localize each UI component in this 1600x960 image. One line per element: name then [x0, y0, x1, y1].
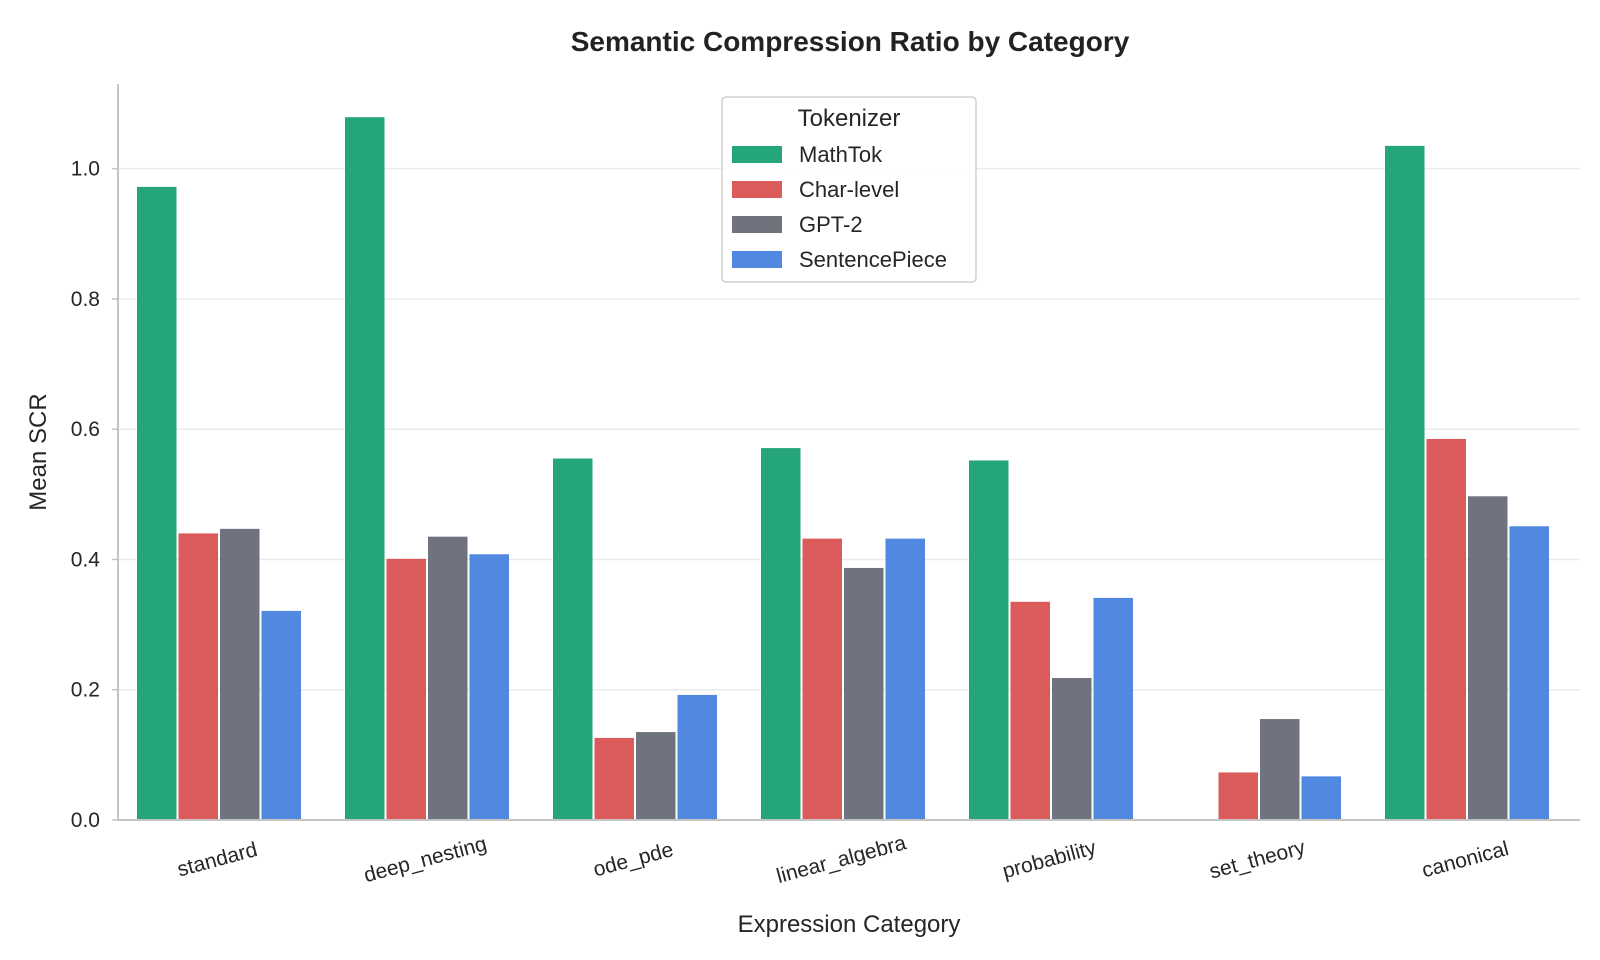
- bar-gpt-2-linear-algebra: [844, 567, 884, 820]
- y-tick-labels: 0.0 0.2 0.4 0.6 0.8 1.0: [71, 158, 118, 832]
- y-tick-label: 0.0: [71, 809, 100, 832]
- bar-sentencepiece-probability: [1093, 597, 1133, 820]
- x-tick-label: standard: [175, 838, 260, 881]
- bar-mathtok-deep-nesting: [345, 117, 385, 820]
- bar-sentencepiece-standard: [261, 610, 301, 820]
- bar-gpt-2-probability: [1052, 678, 1092, 820]
- bar-sentencepiece-canonical: [1509, 526, 1549, 820]
- bar-gpt-2-deep-nesting: [428, 536, 468, 820]
- bar-char-level-linear-algebra: [802, 538, 842, 820]
- legend-swatch: [732, 251, 782, 268]
- legend-entry-label: Char-level: [799, 177, 899, 202]
- legend: Tokenizer MathTok Char-level GPT-2 Sentence…: [721, 96, 977, 283]
- bar-sentencepiece-set-theory: [1301, 776, 1341, 820]
- y-tick-label: 0.2: [71, 679, 100, 702]
- bar-sentencepiece-ode-pde: [677, 694, 717, 820]
- y-tick-label: 0.4: [71, 548, 101, 571]
- y-tick-label: 1.0: [71, 158, 100, 181]
- x-tick-label: deep_nesting: [361, 832, 489, 887]
- x-tick-labels: standard deep_nesting ode_pde linear_algebr…: [175, 831, 1511, 888]
- x-tick-label: canonical: [1419, 837, 1511, 882]
- y-tick-label: 0.6: [71, 418, 100, 441]
- legend-swatch: [732, 181, 782, 198]
- y-tick-label: 0.8: [71, 288, 100, 311]
- bar-gpt-2-set-theory: [1260, 719, 1300, 820]
- bar-mathtok-probability: [969, 460, 1009, 820]
- bar-mathtok-linear-algebra: [761, 448, 801, 820]
- bar-sentencepiece-deep-nesting: [469, 554, 509, 820]
- legend-entry-label: SentencePiece: [799, 247, 947, 272]
- x-axis-label: Expression Category: [738, 911, 961, 938]
- axes: [117, 84, 1580, 821]
- bar-char-level-probability: [1010, 601, 1050, 820]
- y-axis-label: Mean SCR: [25, 393, 52, 510]
- bar-gpt-2-canonical: [1468, 496, 1508, 820]
- bar-char-level-canonical: [1426, 438, 1466, 820]
- x-tick-label: set_theory: [1207, 836, 1308, 884]
- bar-mathtok-standard: [137, 186, 177, 820]
- x-tick-label: probability: [1000, 836, 1099, 883]
- bar-mathtok-ode-pde: [553, 458, 593, 820]
- bar-char-level-standard: [178, 533, 218, 820]
- bars: [137, 117, 1549, 820]
- x-tick-label: linear_algebra: [774, 831, 909, 888]
- legend-swatch: [732, 146, 782, 163]
- chart-title: Semantic Compression Ratio by Category: [571, 26, 1130, 57]
- legend-title: Tokenizer: [798, 105, 901, 132]
- x-tick-label: ode_pde: [591, 838, 676, 881]
- bar-gpt-2-ode-pde: [636, 732, 676, 820]
- bar-mathtok-canonical: [1385, 145, 1425, 820]
- legend-box: [721, 96, 977, 283]
- bar-sentencepiece-linear-algebra: [885, 538, 925, 820]
- bar-char-level-set-theory: [1218, 772, 1258, 820]
- legend-entry-label: MathTok: [799, 142, 883, 167]
- legend-entry-label: GPT-2: [799, 212, 863, 237]
- bar-char-level-deep-nesting: [386, 558, 426, 820]
- bar-gpt-2-standard: [220, 528, 260, 820]
- bar-char-level-ode-pde: [594, 737, 634, 820]
- legend-swatch: [732, 216, 782, 233]
